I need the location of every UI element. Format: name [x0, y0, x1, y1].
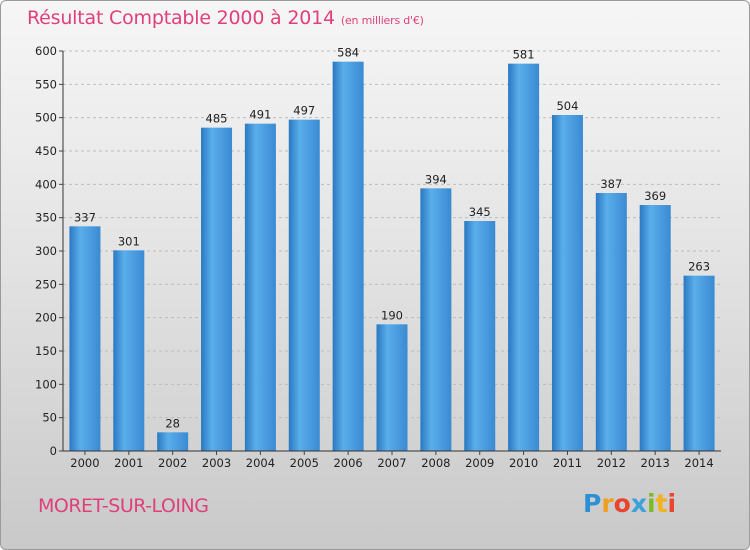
bar: [595, 193, 627, 451]
x-tick-label: 2014: [684, 456, 713, 470]
bar: [683, 275, 715, 451]
x-tick-label: 2009: [465, 456, 494, 470]
x-tick-label: 2005: [290, 456, 319, 470]
axis-layer: 0 50 100 150 200 250 300 350 400 450 500 550 600 2000…: [35, 44, 721, 470]
bar: [508, 63, 540, 452]
x-tick-label: 2008: [421, 456, 450, 470]
bar-value-label: 491: [249, 108, 271, 122]
bar: [113, 250, 145, 451]
x-tick-label: 2004: [246, 456, 275, 470]
bar-value-label: 485: [206, 112, 228, 126]
x-tick-label: 2003: [202, 456, 231, 470]
bar: [376, 324, 408, 451]
bar: [288, 119, 320, 452]
bar: [201, 127, 233, 452]
bar-value-label: 263: [688, 260, 710, 274]
proxiti-logo: Proxiti: [583, 489, 676, 518]
bar: [464, 221, 496, 451]
y-tick-label: 550: [35, 77, 57, 91]
bar-value-label: 394: [425, 172, 447, 186]
chart-subtitle: (en milliers d'€): [340, 14, 424, 27]
x-tick-label: 2002: [158, 456, 187, 470]
bar-value-label: 581: [513, 48, 535, 62]
logo-letter: r: [601, 489, 614, 518]
x-tick-label: 2000: [70, 456, 99, 470]
y-tick-label: 600: [35, 44, 57, 58]
x-tick-label: 2007: [377, 456, 406, 470]
bar: [420, 188, 452, 452]
bar-value-label: 497: [293, 104, 315, 118]
bar: [639, 205, 671, 451]
x-tick-label: 2013: [641, 456, 670, 470]
chart-title-text: Résultat Comptable 2000 à 2014: [27, 7, 335, 29]
y-tick-label: 0: [50, 444, 57, 458]
x-tick-label: 2001: [114, 456, 143, 470]
y-tick-label: 200: [35, 311, 57, 325]
bar-layer: [69, 61, 715, 452]
label-layer: 337 301 28 485 491 497 584 190 394 345 581 504 387 36…: [74, 46, 710, 431]
bar: [157, 432, 189, 451]
bar-value-label: 301: [118, 234, 140, 248]
logo-letter: i: [647, 489, 656, 518]
bar-value-label: 345: [469, 205, 491, 219]
bar-value-label: 337: [74, 210, 96, 224]
y-tick-label: 150: [35, 344, 57, 358]
bar: [69, 226, 101, 451]
bar-value-label: 28: [165, 416, 180, 430]
y-tick-label: 50: [42, 411, 57, 425]
x-tick-label: 2006: [333, 456, 362, 470]
chart-title: Résultat Comptable 2000 à 2014 (en millie…: [27, 7, 424, 29]
y-tick-label: 450: [35, 144, 57, 158]
x-tick-label: 2012: [597, 456, 626, 470]
bar: [551, 115, 583, 451]
y-tick-label: 500: [35, 111, 57, 125]
bar: [332, 61, 364, 452]
x-tick-label: 2010: [509, 456, 538, 470]
logo-letter: t: [655, 489, 668, 518]
y-tick-label: 250: [35, 277, 57, 291]
commune-name: MORET-SUR-LOING: [38, 495, 209, 517]
logo-letter: P: [583, 489, 602, 518]
logo-letter: x: [630, 489, 647, 518]
y-tick-label: 350: [35, 211, 57, 225]
logo-letter: i: [667, 489, 677, 518]
bar-value-label: 190: [381, 308, 403, 322]
bar-value-label: 584: [337, 46, 359, 60]
bar-value-label: 387: [600, 177, 622, 191]
y-tick-label: 400: [35, 177, 57, 191]
bar-value-label: 369: [644, 189, 666, 203]
bar-value-label: 504: [556, 99, 578, 113]
x-tick-label: 2011: [553, 456, 582, 470]
bar: [244, 123, 276, 452]
logo-letter: o: [613, 489, 631, 518]
y-tick-label: 100: [35, 377, 57, 391]
y-tick-label: 300: [35, 244, 57, 258]
